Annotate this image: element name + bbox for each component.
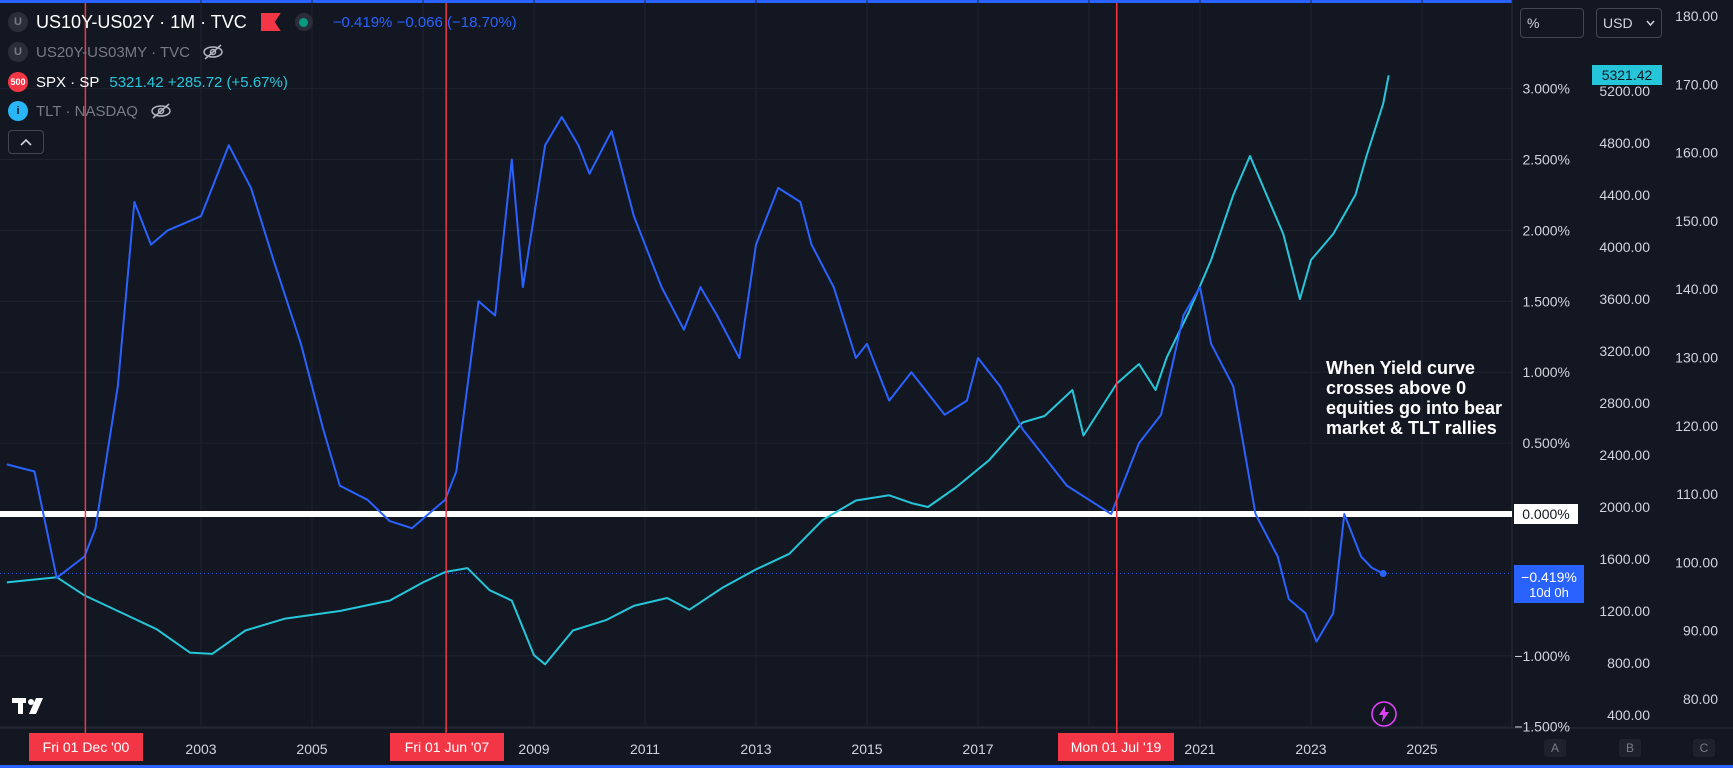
- x-tick-label: 2015: [851, 741, 882, 757]
- legend-us20y[interactable]: U US20Y-US03MY · TVC: [8, 40, 224, 64]
- price-axis-area[interactable]: [1512, 0, 1733, 728]
- annotation-text[interactable]: When Yield curve crosses above 0 equitie…: [1326, 358, 1503, 438]
- y-percent-label: 2.000%: [1523, 222, 1570, 238]
- y-tlt-label: 90.00: [1683, 623, 1718, 639]
- y-tlt-label: 100.00: [1675, 554, 1718, 570]
- spx-price-tag: 5321.42: [1592, 65, 1662, 85]
- y-spx-label: 3200.00: [1599, 343, 1650, 359]
- y-tlt-label: 150.00: [1675, 213, 1718, 229]
- bottom-accent-line: [0, 765, 1733, 768]
- status-icon: [294, 13, 313, 31]
- x-tick-label: 2021: [1184, 741, 1215, 757]
- y-spx-label: 4400.00: [1599, 187, 1650, 203]
- scale-button-b[interactable]: B: [1619, 739, 1641, 757]
- y-percent-label: 3.000%: [1523, 81, 1570, 97]
- lightning-icon[interactable]: [1370, 700, 1398, 728]
- main-symbol-title: US10Y-US02Y · 1M · TVC: [36, 11, 247, 32]
- y-spx-label: 400.00: [1607, 707, 1650, 723]
- symbol-badge: U: [8, 12, 28, 32]
- currency-select[interactable]: USD: [1596, 8, 1662, 38]
- yield-curve-series-line[interactable]: [6, 116, 1384, 643]
- y-percent-label: −1.500%: [1514, 719, 1570, 735]
- x-tick-label: 2009: [518, 741, 549, 757]
- y-spx-label: 5200.00: [1599, 83, 1650, 99]
- x-tick-label: 2013: [740, 741, 771, 757]
- x-tick-label: 2025: [1406, 741, 1437, 757]
- spx-badge: 500: [8, 72, 28, 92]
- x-tick-label: 2011: [630, 741, 660, 757]
- current-value-tag: −0.419% 10d 0h: [1514, 565, 1584, 603]
- collapse-legend-button[interactable]: [8, 130, 44, 154]
- date-marker-3: Mon 01 Jul '19: [1058, 733, 1174, 761]
- y-tlt-label: 170.00: [1675, 76, 1718, 92]
- hidden-eye-icon[interactable]: [150, 103, 172, 119]
- us20y-label: US20Y-US03MY · TVC: [36, 43, 190, 61]
- y-tlt-label: 120.00: [1675, 418, 1718, 434]
- info-icon: i: [8, 101, 28, 121]
- y-tlt-label: 180.00: [1675, 8, 1718, 24]
- percent-label: %: [1527, 15, 1540, 31]
- y-spx-label: 2400.00: [1599, 447, 1650, 463]
- x-tick-label: 2005: [296, 741, 327, 757]
- tradingview-logo[interactable]: [12, 694, 52, 716]
- y-spx-label: 1600.00: [1599, 551, 1650, 567]
- flag-icon[interactable]: [260, 13, 281, 31]
- tlt-label: TLT · NASDAQ: [36, 102, 138, 120]
- y-spx-label: 800.00: [1607, 655, 1650, 671]
- y-percent-label: −1.000%: [1514, 648, 1570, 664]
- y-tlt-label: 140.00: [1675, 281, 1718, 297]
- legend-tlt[interactable]: i TLT · NASDAQ: [8, 99, 172, 123]
- legend-spx[interactable]: 500 SPX · SP 5321.42 +285.72 (+5.67%): [8, 70, 288, 94]
- x-tick-label: 2003: [185, 741, 216, 757]
- y-spx-label: 3600.00: [1599, 291, 1650, 307]
- y-spx-label: 2000.00: [1599, 499, 1650, 515]
- y-percent-label: 1.000%: [1523, 364, 1570, 380]
- y-percent-label: 1.500%: [1523, 293, 1570, 309]
- scale-button-c[interactable]: C: [1693, 739, 1715, 757]
- y-percent-label: 0.500%: [1523, 435, 1570, 451]
- date-marker-2: Fri 01 Jun '07: [390, 733, 504, 761]
- legend-main[interactable]: U US10Y-US02Y · 1M · TVC −0.419% −0.066 …: [8, 10, 517, 34]
- x-tick-label: 2017: [962, 741, 993, 757]
- x-tick-label: 2023: [1295, 741, 1326, 757]
- scale-button-a[interactable]: A: [1544, 739, 1566, 757]
- y-tlt-label: 160.00: [1675, 145, 1718, 161]
- bar-countdown: 10d 0h: [1529, 584, 1569, 600]
- y-spx-label: 2800.00: [1599, 395, 1650, 411]
- chevron-down-icon: [1646, 20, 1655, 26]
- last-point-dot: [1379, 570, 1387, 578]
- spx-values: 5321.42 +285.72 (+5.67%): [109, 73, 288, 91]
- main-change: −0.419% −0.066 (−18.70%): [332, 13, 517, 31]
- y-tlt-label: 80.00: [1683, 691, 1718, 707]
- spx-series-line[interactable]: [6, 75, 1390, 666]
- y-tlt-label: 110.00: [1676, 486, 1718, 502]
- percent-scale-input[interactable]: %: [1520, 8, 1584, 38]
- y-spx-label: 1200.00: [1599, 603, 1650, 619]
- currency-label: USD: [1603, 15, 1633, 31]
- spx-label: SPX · SP: [36, 73, 100, 91]
- symbol-badge: U: [8, 42, 28, 62]
- zero-level-tag: 0.000%: [1514, 504, 1578, 524]
- current-value: −0.419%: [1521, 568, 1577, 585]
- hidden-eye-icon[interactable]: [202, 44, 224, 60]
- y-spx-label: 4000.00: [1599, 239, 1650, 255]
- y-percent-label: 2.500%: [1523, 152, 1570, 168]
- y-tlt-label: 130.00: [1675, 350, 1718, 366]
- date-marker-1: Fri 01 Dec '00: [29, 733, 143, 761]
- y-spx-label: 4800.00: [1599, 135, 1650, 151]
- chevron-up-icon: [20, 138, 32, 146]
